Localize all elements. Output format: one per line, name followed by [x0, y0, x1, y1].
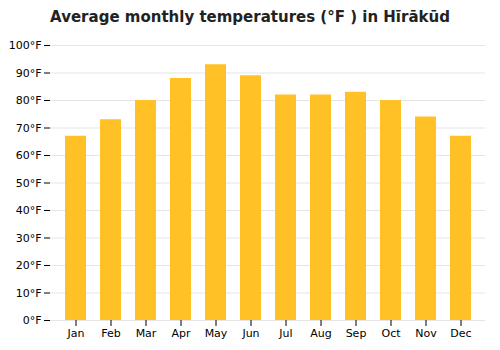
- svg-text:Dec: Dec: [450, 327, 471, 340]
- svg-text:80°F: 80°F: [16, 94, 42, 107]
- svg-text:Aug: Aug: [310, 327, 331, 340]
- svg-text:Nov: Nov: [415, 327, 437, 340]
- svg-text:Jul: Jul: [278, 327, 292, 340]
- svg-text:0°F: 0°F: [23, 314, 42, 327]
- svg-text:Jun: Jun: [241, 327, 259, 340]
- html-text:Average monthly temperatures (: Average monthly temperatures (°F ) in Hī…: [50, 8, 450, 26]
- svg-text:Feb: Feb: [101, 327, 120, 340]
- svg-text:Oct: Oct: [381, 327, 401, 340]
- svg-text:50°F: 50°F: [16, 177, 42, 190]
- svg-text:40°F: 40°F: [16, 204, 42, 217]
- svg-text:Apr: Apr: [171, 327, 191, 340]
- svg-text:90°F: 90°F: [16, 67, 42, 80]
- svg-text:30°F: 30°F: [16, 232, 42, 245]
- svg-text:70°F: 70°F: [16, 122, 42, 135]
- svg-text:10°F: 10°F: [16, 287, 42, 300]
- svg-text:Sep: Sep: [346, 327, 367, 340]
- svg-text:100°F: 100°F: [9, 39, 42, 52]
- svg-text:May: May: [205, 327, 228, 340]
- svg-text:Jan: Jan: [67, 327, 85, 340]
- svg-text:20°F: 20°F: [16, 259, 42, 272]
- svg-text:Mar: Mar: [136, 327, 157, 340]
- svg-text:60°F: 60°F: [16, 149, 42, 162]
